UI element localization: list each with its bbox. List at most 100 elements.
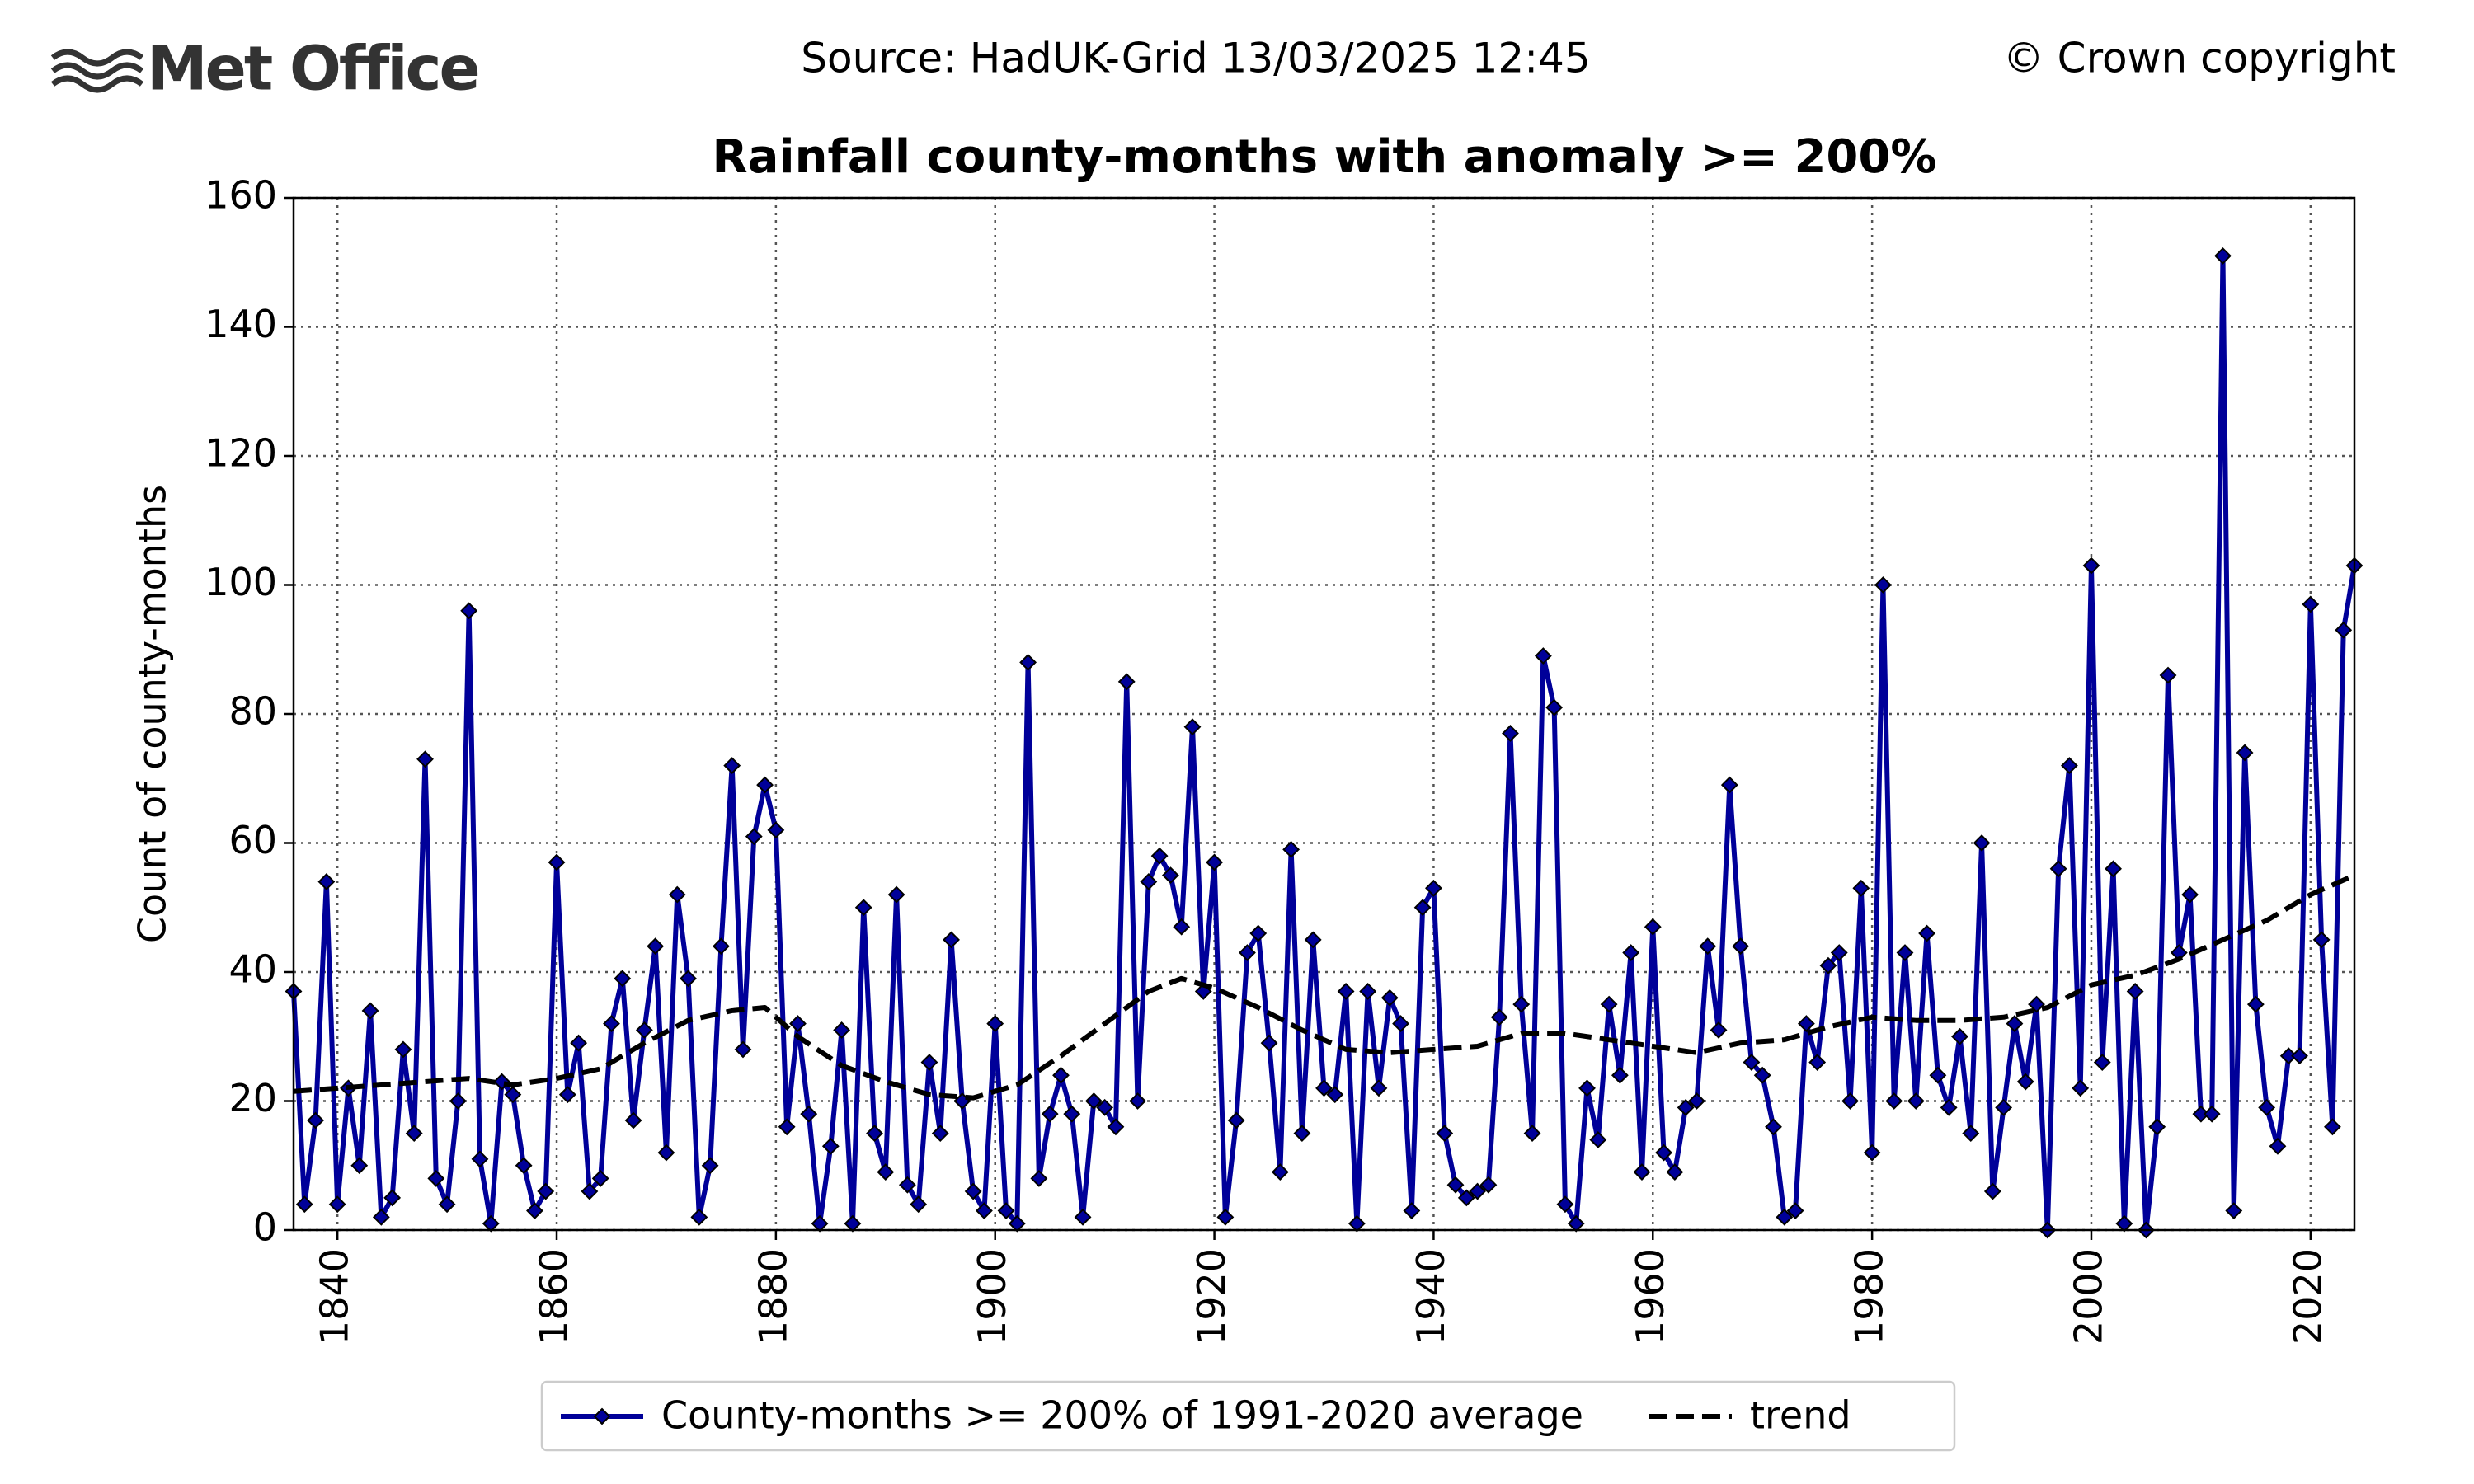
data-point: [778, 1118, 796, 1136]
y-tick-label: 60: [228, 818, 277, 862]
data-point: [2115, 1214, 2133, 1233]
data-point: [1545, 698, 1564, 716]
data-point: [712, 937, 730, 956]
data-point: [1797, 1015, 1815, 1033]
data-point: [1239, 944, 1256, 961]
data-point: [1600, 995, 1618, 1013]
data-point: [1786, 1202, 1804, 1219]
data-point: [603, 1015, 620, 1033]
data-point: [647, 937, 665, 956]
data-point: [1622, 944, 1640, 961]
data-point: [1326, 1086, 1344, 1104]
data-point: [1611, 1066, 1629, 1084]
data-point: [1896, 944, 1914, 961]
data-point: [1129, 1092, 1146, 1110]
data-point: [1107, 1118, 1125, 1136]
data-point: [2049, 860, 2067, 878]
x-tick-label: 1840: [313, 1248, 357, 1345]
legend-label: County-months >= 200% of 1991-2020 avera…: [661, 1393, 1583, 1438]
data-point: [635, 1021, 653, 1039]
data-point: [614, 970, 632, 988]
data-point: [833, 1021, 851, 1039]
data-point: [2126, 983, 2144, 1000]
data-point: [1260, 1034, 1278, 1052]
logo-text: Met Office: [147, 34, 478, 105]
data-point: [964, 1182, 982, 1200]
data-point: [1874, 576, 1892, 594]
y-tick-label: 100: [205, 560, 277, 604]
data-point: [1556, 1195, 1574, 1214]
data-point: [1808, 1054, 1827, 1071]
data-point: [1776, 1208, 1794, 1226]
data-point: [295, 1195, 313, 1214]
data-point: [767, 821, 785, 839]
data-point: [1084, 1092, 1103, 1110]
data-point: [1753, 1066, 1771, 1084]
data-point: [1589, 1131, 1607, 1148]
data-point: [504, 1086, 522, 1104]
data-point: [1227, 1111, 1245, 1129]
data-point: [581, 1182, 599, 1200]
data-point: [1830, 944, 1848, 961]
data-point: [1973, 834, 1991, 852]
trend-line: [293, 872, 2356, 1101]
data-point: [1819, 956, 1837, 974]
data-point: [2006, 1015, 2024, 1033]
data-point: [328, 1195, 346, 1214]
data-point: [2246, 995, 2265, 1013]
data-point: [383, 1189, 402, 1207]
data-point: [657, 1144, 675, 1162]
data-point: [1359, 983, 1377, 1000]
data-point: [800, 1105, 818, 1123]
data-point: [1983, 1182, 2001, 1200]
y-tick-label: 140: [205, 302, 277, 346]
data-point: [734, 1040, 752, 1059]
data-point: [2082, 556, 2100, 575]
data-point: [2159, 666, 2177, 684]
data-point: [2105, 860, 2122, 878]
data-point: [1951, 1027, 1968, 1045]
data-point: [1249, 924, 1268, 942]
data-point: [526, 1202, 543, 1219]
data-point: [1413, 899, 1432, 917]
data-point: [1644, 918, 1662, 936]
data-point: [372, 1208, 390, 1226]
data-point: [1337, 983, 1355, 1000]
data-point: [1063, 1105, 1081, 1123]
data-point: [591, 1169, 609, 1187]
data-point: [1655, 1144, 1672, 1162]
data-point: [1688, 1092, 1705, 1110]
legend-marker: [593, 1407, 611, 1425]
data-point: [931, 1125, 949, 1143]
data-point: [898, 1176, 916, 1194]
y-tick-label: 80: [228, 689, 277, 734]
data-point: [1929, 1066, 1947, 1084]
data-point: [1457, 1189, 1475, 1207]
data-point: [624, 1111, 642, 1129]
data-point: [1633, 1163, 1651, 1181]
data-point: [1117, 673, 1136, 691]
x-tick-label: 1860: [532, 1248, 576, 1345]
x-tick-label: 1880: [750, 1248, 795, 1345]
data-point: [482, 1214, 500, 1233]
chart-title: Rainfall county-months with anomaly >= 2…: [713, 130, 1937, 184]
data-point: [1502, 725, 1519, 742]
data-point: [690, 1208, 708, 1226]
data-point: [997, 1202, 1015, 1219]
data-point: [1710, 1021, 1728, 1039]
data-point: [1907, 1092, 1925, 1110]
data-point: [1206, 853, 1223, 871]
data-point: [537, 1182, 555, 1200]
data-point: [2236, 744, 2254, 762]
data-point: [317, 873, 336, 890]
data-point: [1578, 1079, 1596, 1097]
data-point: [307, 1111, 324, 1129]
data-point: [438, 1195, 456, 1214]
data-point: [2214, 247, 2232, 265]
plot-frame: [292, 196, 2356, 1232]
data-point: [821, 1137, 840, 1155]
data-point: [1019, 653, 1037, 671]
data-point: [2323, 1118, 2341, 1136]
data-point: [1677, 1098, 1695, 1116]
